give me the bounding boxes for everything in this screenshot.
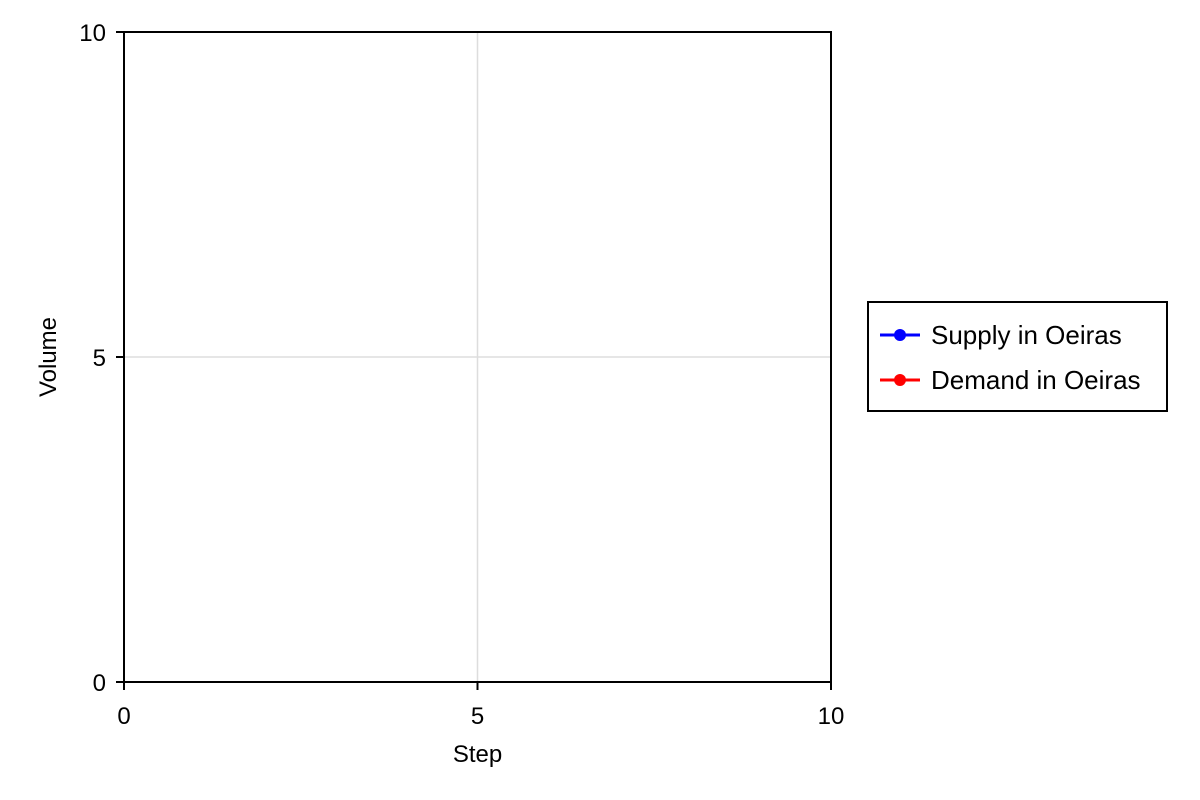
x-axis: 0 5 10: [117, 682, 844, 730]
legend: Supply in Oeiras Demand in Oeiras: [867, 301, 1168, 412]
y-tick-label: 0: [93, 670, 106, 697]
legend-label: Demand in Oeiras: [931, 365, 1141, 395]
y-tick-label: 10: [79, 20, 106, 47]
legend-item: Demand in Oeiras: [880, 365, 1141, 395]
x-tick-label: 10: [818, 703, 845, 730]
legend-item: Supply in Oeiras: [880, 320, 1122, 350]
legend-label: Supply in Oeiras: [931, 320, 1122, 350]
x-axis-title: Step: [453, 741, 502, 768]
y-axis: 0 5 10: [79, 20, 124, 697]
legend-marker: [894, 374, 906, 386]
y-axis-title: Volume: [35, 317, 62, 397]
legend-marker: [894, 329, 906, 341]
legend-box: [867, 301, 1168, 412]
x-tick-label: 5: [471, 703, 484, 730]
y-tick-label: 5: [93, 345, 106, 372]
grid-lines: [124, 32, 831, 682]
x-tick-label: 0: [117, 703, 130, 730]
